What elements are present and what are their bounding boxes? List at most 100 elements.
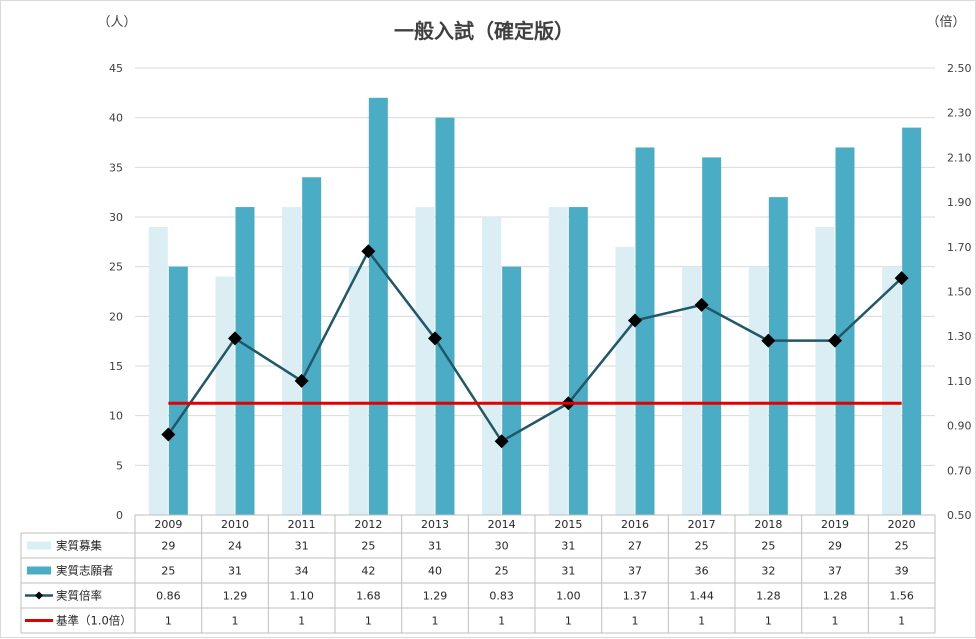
ratio-marker [494, 434, 509, 449]
data-cell: 29 [161, 540, 175, 553]
left-tick-label: 40 [109, 112, 123, 125]
data-cell: 37 [628, 565, 642, 578]
bar-applicants [302, 177, 322, 515]
ratio-marker [361, 244, 376, 259]
bar-recruit [815, 226, 835, 515]
data-cell: 31 [295, 540, 309, 553]
left-tick-label: 5 [116, 459, 123, 472]
category-label: 2017 [688, 518, 716, 531]
bar-recruit [615, 246, 635, 516]
data-cell: 31 [561, 540, 575, 553]
ratio-marker [294, 373, 309, 388]
ratio-marker [828, 333, 842, 348]
right-tick-label: 1.30 [947, 330, 972, 343]
right-tick-label: 2.10 [947, 151, 972, 164]
data-cell: 1.68 [356, 590, 381, 603]
data-cell: 0.83 [489, 590, 514, 603]
ratio-marker [228, 331, 242, 346]
right-tick-label: 2.50 [947, 62, 972, 75]
series-name: 実質募集 [56, 539, 102, 553]
left-tick-label: 15 [109, 360, 123, 373]
data-cell: 25 [495, 565, 509, 578]
right-tick-label: 1.50 [947, 286, 972, 299]
ratio-marker [894, 271, 909, 286]
gridlines [135, 67, 935, 516]
ratio-marker [161, 427, 176, 442]
left-tick-label: 20 [109, 310, 123, 323]
ratio-marker [694, 297, 709, 312]
axis-ticks: 0 5 10 15 20 25 30 35 40 45 0.50 0.70 0.90 1.10 1.30 1.… [109, 62, 972, 522]
bar-applicants [768, 197, 788, 515]
data-cell: 1 [365, 615, 372, 628]
bar-recruit [482, 217, 502, 515]
data-cell: 1.44 [689, 590, 714, 603]
data-cell: 1 [765, 615, 772, 628]
bar-recruit [148, 226, 168, 515]
data-cell: 1.10 [289, 590, 314, 603]
data-cell: 31 [228, 565, 242, 578]
data-cell: 30 [495, 540, 509, 553]
bar-recruit [548, 207, 568, 516]
data-cell: 1 [698, 615, 705, 628]
data-cell: 1 [232, 615, 239, 628]
bar-applicants [235, 207, 255, 516]
data-cell: 1 [298, 615, 305, 628]
ratio-line [167, 250, 903, 443]
data-cell: 31 [561, 565, 575, 578]
data-cell: 24 [228, 540, 242, 553]
data-cell: 1.29 [423, 590, 448, 603]
data-cell: 1 [432, 615, 439, 628]
data-cell: 32 [761, 565, 775, 578]
data-cell: 1.29 [223, 590, 248, 603]
data-cell: 1.28 [823, 590, 848, 603]
category-label: 2014 [488, 518, 516, 531]
bar-recruit [682, 266, 702, 515]
left-tick-label: 30 [109, 211, 123, 224]
right-tick-label: 0.70 [947, 464, 972, 477]
bar-applicants [502, 266, 522, 515]
category-label: 2016 [621, 518, 649, 531]
data-cell: 39 [895, 565, 909, 578]
left-tick-label: 10 [109, 410, 123, 423]
right-tick-label: 1.90 [947, 196, 972, 209]
data-cell: 42 [361, 565, 375, 578]
data-cell: 0.86 [156, 590, 181, 603]
category-label: 2013 [421, 518, 449, 531]
data-cell: 36 [695, 565, 709, 578]
bar-recruit [348, 266, 368, 515]
category-label: 2009 [154, 518, 182, 531]
left-tick-label: 35 [109, 161, 123, 174]
category-label: 2018 [754, 518, 782, 531]
data-cell: 40 [428, 565, 442, 578]
data-cell: 37 [828, 565, 842, 578]
bar-applicants [368, 97, 388, 516]
ratio-marker [761, 333, 776, 348]
right-tick-label: 1.10 [947, 375, 972, 388]
bar-recruit [215, 276, 235, 515]
series-name: 実質志願者 [56, 564, 114, 578]
category-label: 2020 [888, 518, 916, 531]
category-label: 2010 [221, 518, 249, 531]
data-cell: 1.28 [756, 590, 781, 603]
line-series [161, 244, 909, 449]
data-cell: 34 [295, 565, 309, 578]
chart-title: 一般入試（確定版） [394, 19, 574, 43]
data-cell: 27 [628, 540, 642, 553]
bar-recruit [882, 266, 902, 515]
data-cell: 1.37 [623, 590, 648, 603]
data-cell: 25 [695, 540, 709, 553]
data-cell: 1 [565, 615, 572, 628]
legend-key [27, 566, 51, 575]
bar-applicants [702, 157, 722, 515]
data-cell: 1.00 [556, 590, 581, 603]
data-cell: 1.56 [889, 590, 914, 603]
data-cell: 25 [161, 565, 175, 578]
category-label: 2019 [821, 518, 849, 531]
bar-applicants [902, 127, 922, 515]
data-cell: 1 [832, 615, 839, 628]
ratio-marker [428, 331, 442, 346]
bar-recruit [282, 207, 302, 516]
category-label: 2011 [288, 518, 316, 531]
